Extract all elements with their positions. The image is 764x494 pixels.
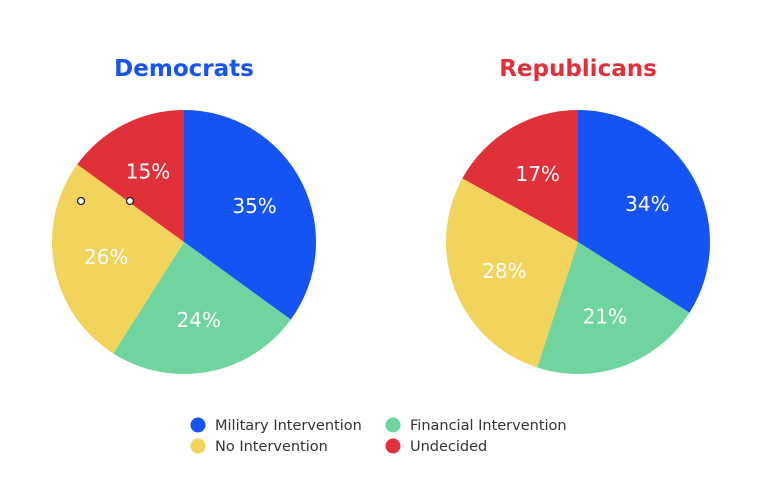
democrats-label-undecided: 15% bbox=[126, 159, 170, 183]
republicans-pie: 34% 21% 28% 17% bbox=[446, 110, 710, 375]
republicans-label-no-intervention: 28% bbox=[482, 259, 526, 283]
republicans-slice-undecided bbox=[462, 110, 578, 242]
democrats-slice-undecided bbox=[77, 110, 184, 242]
republicans-label-financial-intervention: 21% bbox=[583, 305, 627, 329]
legend-label-financial-intervention: Financial Intervention bbox=[410, 418, 567, 434]
text-selection-handle-left[interactable] bbox=[76, 196, 86, 206]
legend: Military Intervention Financial Interven… bbox=[190, 417, 567, 455]
legend-item-undecided: Undecided bbox=[385, 438, 487, 455]
democrats-label-military-intervention: 35% bbox=[232, 194, 276, 218]
democrats-title: Democrats bbox=[114, 56, 254, 82]
democrats-slice-military-intervention bbox=[184, 110, 317, 320]
legend-swatch-no-intervention bbox=[190, 438, 206, 454]
democrats-slice-financial-intervention bbox=[113, 242, 291, 375]
legend-swatch-undecided bbox=[385, 438, 401, 454]
legend-label-undecided: Undecided bbox=[410, 439, 487, 455]
legend-swatch-financial-intervention bbox=[385, 417, 401, 433]
democrats-label-financial-intervention: 24% bbox=[177, 308, 221, 332]
legend-label-no-intervention: No Intervention bbox=[215, 439, 328, 455]
democrats-slice-no-intervention bbox=[51, 164, 184, 354]
legend-item-no-intervention: No Intervention bbox=[190, 438, 328, 455]
republicans-label-military-intervention: 34% bbox=[625, 192, 669, 216]
text-selection-handle-right[interactable] bbox=[125, 196, 135, 206]
legend-label-military-intervention: Military Intervention bbox=[215, 418, 362, 434]
legend-item-military-intervention: Military Intervention bbox=[190, 417, 362, 434]
legend-swatch-military-intervention bbox=[190, 417, 206, 433]
republicans-label-undecided: 17% bbox=[515, 162, 559, 186]
democrats-pie: 35% 24% 26% 15% bbox=[51, 110, 317, 375]
republicans-slice-no-intervention bbox=[446, 178, 578, 368]
republicans-title: Republicans bbox=[499, 56, 657, 82]
republicans-slice-military-intervention bbox=[578, 110, 710, 313]
democrats-label-no-intervention: 26% bbox=[84, 245, 128, 269]
legend-item-financial-intervention: Financial Intervention bbox=[385, 417, 567, 434]
republicans-slice-financial-intervention bbox=[537, 242, 690, 375]
